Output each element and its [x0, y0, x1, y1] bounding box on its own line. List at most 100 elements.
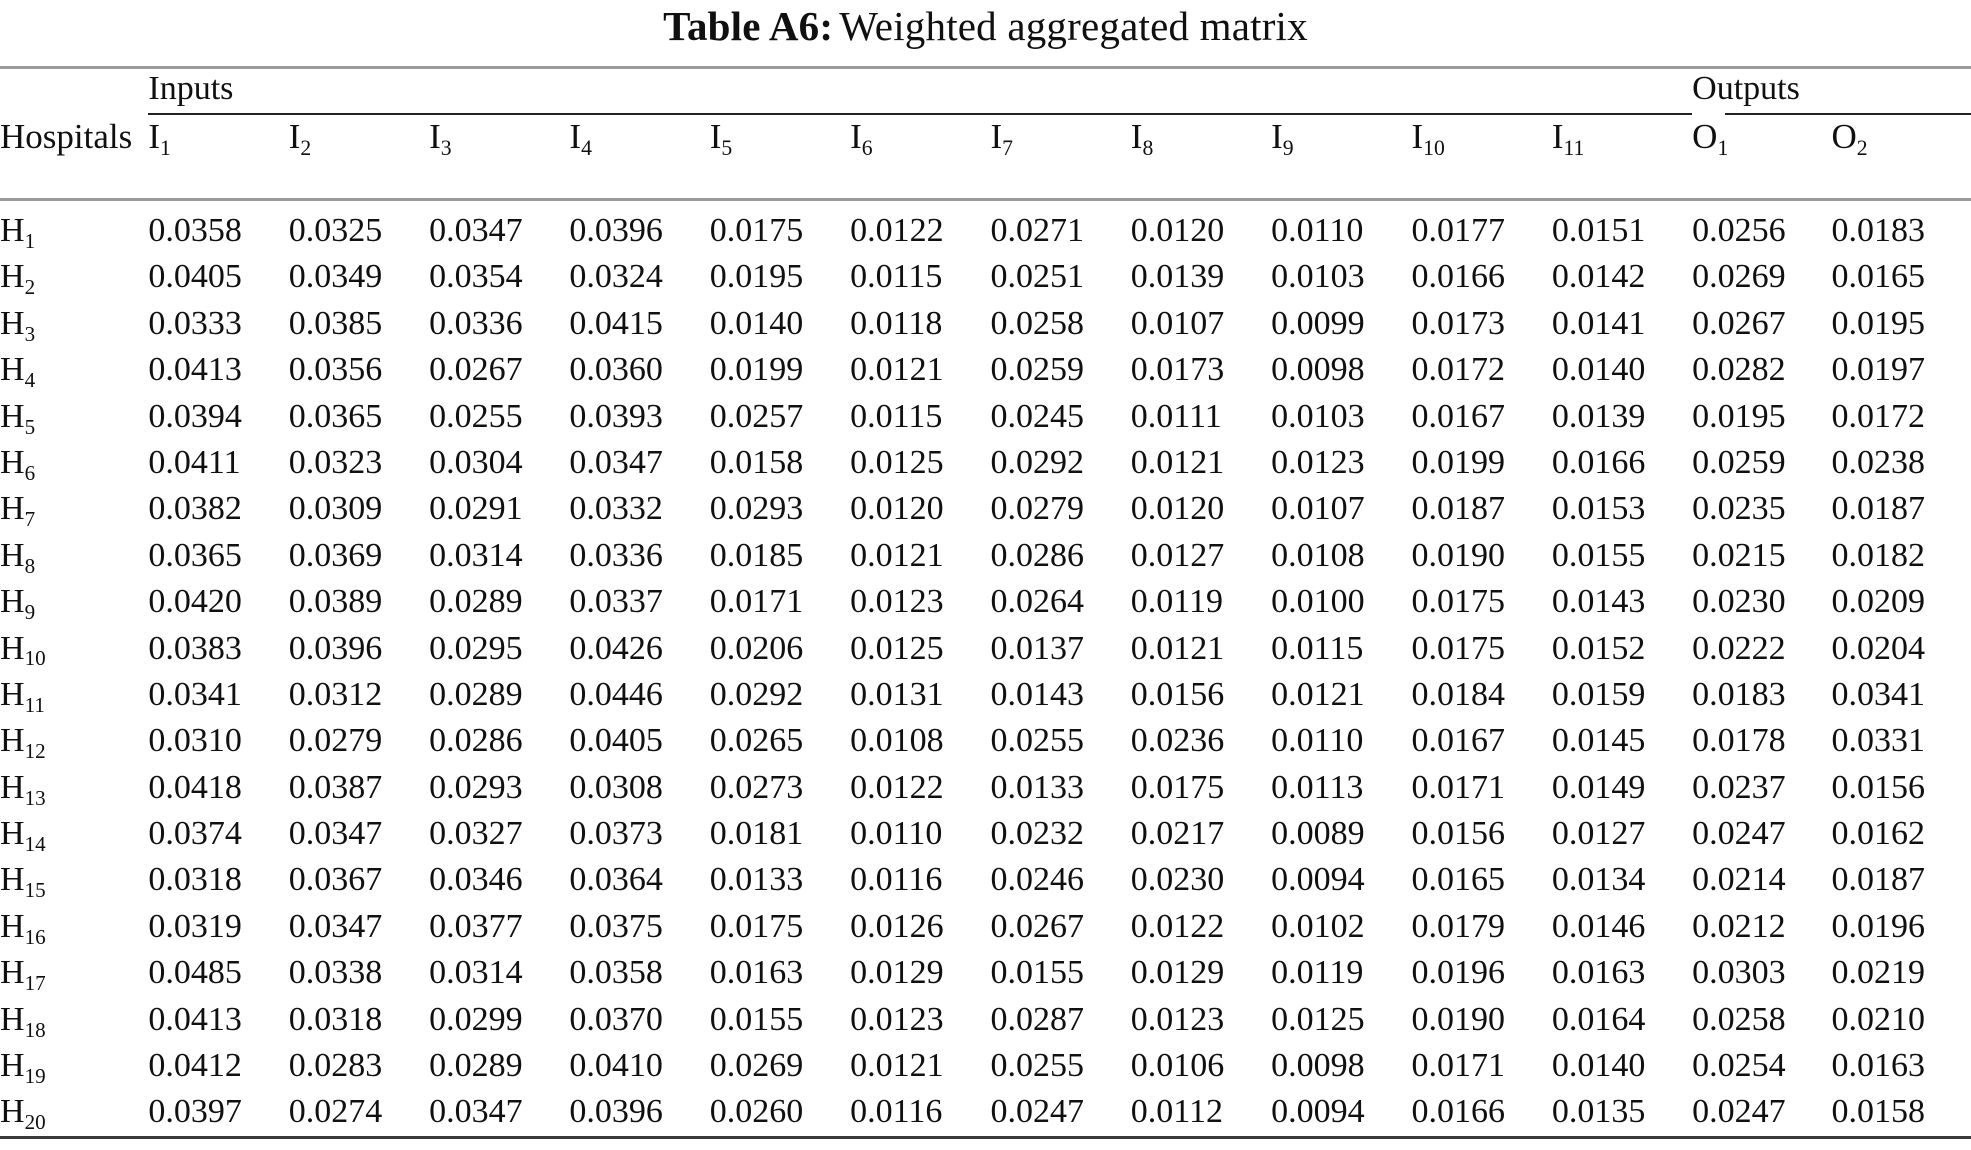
cell-H9-I3: 0.0289 [429, 583, 523, 621]
cell-H10-I4: 0.0426 [569, 629, 663, 667]
cell-H4-I9: 0.0098 [1271, 351, 1365, 389]
cell-H4-I2: 0.0356 [288, 351, 383, 389]
cell-H14-O1: 0.0247 [1692, 815, 1786, 853]
cell-H13-I1: 0.0418 [148, 768, 242, 806]
cell-H11-I1: 0.0341 [148, 675, 242, 713]
cell-H8-I10: 0.0190 [1411, 536, 1505, 574]
cell-H17-I4: 0.0358 [569, 954, 663, 992]
cell-H1-I5: 0.0175 [709, 212, 804, 249]
cell-H8-I6: 0.0121 [850, 536, 944, 574]
cell-H2-I8: 0.0139 [1130, 258, 1225, 296]
cell-H15-I11: 0.0134 [1551, 861, 1646, 899]
column-header-output-1: O1 [1692, 117, 1729, 161]
cell-H11-I7: 0.0143 [990, 675, 1084, 713]
header-rule-spacer-row [0, 202, 1971, 212]
cell-H3-I11: 0.0141 [1551, 304, 1646, 342]
cell-H2-I9: 0.0103 [1271, 258, 1365, 296]
cell-H11-O2: 0.0341 [1831, 675, 1926, 713]
cell-H13-I9: 0.0113 [1271, 768, 1364, 806]
cell-H12-O1: 0.0178 [1692, 722, 1786, 760]
table-row: H3 0.0333 0.0385 0.0336 0.0415 0.0140 0.0118 0.… [0, 305, 1971, 351]
cell-H15-I10: 0.0165 [1411, 861, 1505, 899]
cell-H18-I5: 0.0155 [709, 1000, 804, 1038]
cell-H17-I9: 0.0119 [1271, 954, 1364, 992]
cell-H14-I2: 0.0347 [288, 815, 383, 853]
cell-H2-I10: 0.0166 [1411, 258, 1505, 296]
cell-H15-I9: 0.0094 [1271, 861, 1365, 899]
row-header-hospital-10: H10 [0, 629, 46, 671]
cell-H9-I5: 0.0171 [709, 583, 804, 621]
cell-H1-I2: 0.0325 [288, 212, 383, 249]
row-header-hospital-1: H1 [0, 212, 36, 253]
cell-H13-I2: 0.0387 [288, 768, 383, 806]
cell-H15-O1: 0.0214 [1692, 861, 1786, 899]
cell-H15-I7: 0.0246 [990, 861, 1084, 899]
cell-H19-O1: 0.0254 [1692, 1047, 1786, 1085]
cell-H16-I8: 0.0122 [1130, 907, 1225, 945]
cell-H16-I11: 0.0146 [1551, 907, 1646, 945]
cell-H10-I8: 0.0121 [1130, 629, 1225, 667]
cell-H4-I3: 0.0267 [429, 351, 523, 389]
column-header-row: Hospitals I1 I2 I3 I4 I5 I6 I7 I8 I9 I10 I11 O1 O2 [0, 117, 1971, 202]
cell-H16-I4: 0.0375 [569, 907, 663, 945]
cell-H13-O1: 0.0237 [1692, 768, 1786, 806]
cell-H7-I6: 0.0120 [850, 490, 944, 528]
row-header-hospital-4: H4 [0, 351, 36, 393]
row-header-hospital-7: H7 [0, 490, 36, 532]
cell-H1-I3: 0.0347 [429, 212, 523, 249]
cell-H9-O1: 0.0230 [1692, 583, 1786, 621]
cell-H5-I3: 0.0255 [429, 397, 523, 435]
cell-H5-I9: 0.0103 [1271, 397, 1365, 435]
cell-H19-I8: 0.0106 [1130, 1047, 1225, 1085]
table-row: H10 0.0383 0.0396 0.0295 0.0426 0.0206 0.0125 0… [0, 630, 1971, 676]
cell-H14-I4: 0.0373 [569, 815, 663, 853]
cell-H1-I10: 0.0177 [1411, 212, 1505, 249]
cell-H1-I4: 0.0396 [569, 212, 663, 249]
cell-H15-I6: 0.0116 [850, 861, 943, 899]
column-header-input-7: I7 [990, 117, 1013, 161]
table-row: H16 0.0319 0.0347 0.0377 0.0375 0.0175 0.0126 0… [0, 908, 1971, 954]
cell-H14-O2: 0.0162 [1831, 815, 1926, 853]
cell-H9-I11: 0.0143 [1551, 583, 1646, 621]
cell-H6-I4: 0.0347 [569, 443, 663, 481]
title-spacer-row [0, 0, 1971, 70]
cell-H18-O2: 0.0210 [1831, 1000, 1926, 1038]
cell-H16-O2: 0.0196 [1831, 907, 1926, 945]
cell-H9-I10: 0.0175 [1411, 583, 1505, 621]
cell-H6-I6: 0.0125 [850, 443, 944, 481]
cell-H5-I10: 0.0167 [1411, 397, 1505, 435]
cell-H19-I1: 0.0412 [148, 1047, 242, 1085]
cell-H2-I1: 0.0405 [148, 258, 242, 296]
cell-H18-O1: 0.0258 [1692, 1000, 1786, 1038]
cell-H5-I1: 0.0394 [148, 397, 242, 435]
cell-H17-I7: 0.0155 [990, 954, 1084, 992]
cell-H15-O2: 0.0187 [1831, 861, 1926, 899]
cell-H8-I9: 0.0108 [1271, 536, 1365, 574]
cell-H5-I2: 0.0365 [288, 397, 383, 435]
cell-H17-O2: 0.0219 [1831, 954, 1926, 992]
cell-H11-O1: 0.0183 [1692, 675, 1786, 713]
cell-H2-I2: 0.0349 [288, 258, 383, 296]
cell-H1-I6: 0.0122 [850, 212, 944, 249]
cell-H8-I7: 0.0286 [990, 536, 1084, 574]
cell-H7-I1: 0.0382 [148, 490, 242, 528]
inputs-group-rule [148, 113, 1692, 115]
cell-H3-I2: 0.0385 [288, 304, 383, 342]
cell-H13-I11: 0.0149 [1551, 768, 1646, 806]
cell-H11-I4: 0.0446 [569, 675, 663, 713]
cell-H12-I4: 0.0405 [569, 722, 663, 760]
table-row: H5 0.0394 0.0365 0.0255 0.0393 0.0257 0.0115 0.… [0, 398, 1971, 444]
cell-H17-I11: 0.0163 [1551, 954, 1646, 992]
cell-H18-I10: 0.0190 [1411, 1000, 1505, 1038]
cell-H16-I3: 0.0377 [429, 907, 523, 945]
cell-H9-I4: 0.0337 [569, 583, 663, 621]
cell-H2-I7: 0.0251 [990, 258, 1084, 296]
cell-H16-I2: 0.0347 [288, 907, 383, 945]
table-row: H13 0.0418 0.0387 0.0293 0.0308 0.0273 0.0122 0… [0, 769, 1971, 815]
cell-H19-I3: 0.0289 [429, 1047, 523, 1085]
cell-H11-I8: 0.0156 [1130, 675, 1225, 713]
cell-H6-I2: 0.0323 [288, 443, 383, 481]
cell-H10-I11: 0.0152 [1551, 629, 1646, 667]
cell-H7-I5: 0.0293 [709, 490, 804, 528]
